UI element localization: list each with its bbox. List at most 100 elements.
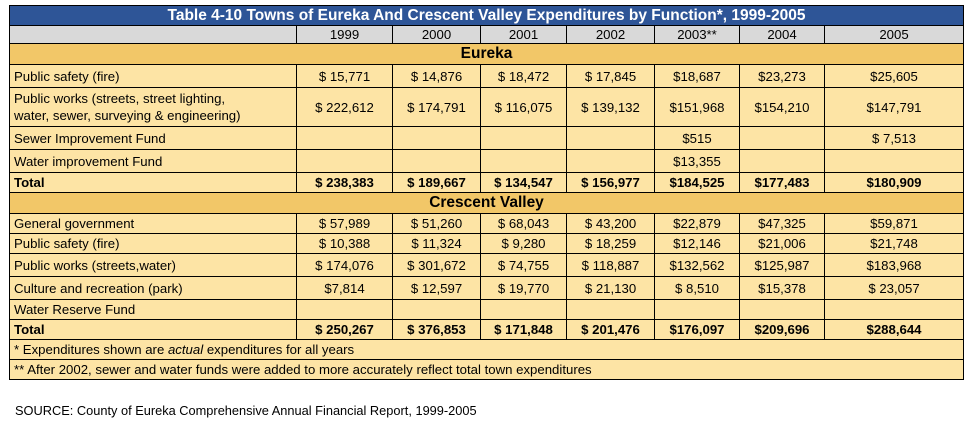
- table-cell: $132,562: [654, 253, 740, 277]
- row-label: Total: [9, 319, 297, 340]
- table-cell: $ 57,989: [296, 213, 393, 234]
- year-header: 2002: [566, 25, 655, 44]
- table-cell: $183,968: [823, 253, 965, 277]
- footnote-row: * Expenditures shown are actual expendit…: [8, 339, 965, 360]
- table-row: Water improvement Fund $13,355: [9, 149, 965, 173]
- table-cell: $ 376,853: [392, 319, 481, 340]
- table-cell: $ 23,057: [823, 276, 965, 300]
- table-cell: [392, 299, 481, 320]
- section-header-eureka: Eureka: [8, 43, 965, 65]
- table-cell: $25,605: [823, 64, 965, 88]
- footnote-row: ** After 2002, sewer and water funds wer…: [8, 359, 965, 380]
- table-row: Public works (streets,water) $ 174,076 $…: [9, 253, 965, 277]
- table-row: Public works (streets, street lighting, …: [9, 87, 965, 127]
- table-row: Sewer Improvement Fund $515 $ 7,513: [9, 126, 965, 150]
- table-cell: $184,525: [654, 172, 740, 193]
- table-cell: [392, 126, 481, 150]
- section-title: Crescent Valley: [8, 192, 965, 214]
- table-cell: [566, 149, 655, 173]
- table-cell: $12,146: [654, 233, 740, 254]
- footnote-1-prefix: * Expenditures shown are: [14, 342, 168, 357]
- table-cell: [480, 149, 567, 173]
- table-cell: $22,879: [654, 213, 740, 234]
- table-cell: $ 18,259: [566, 233, 655, 254]
- section-header-crescent-valley: Crescent Valley: [8, 192, 965, 214]
- row-label: Public works (streets,water): [9, 253, 297, 277]
- year-header: 2000: [392, 25, 481, 44]
- table-cell: $ 15,771: [296, 64, 393, 88]
- year-header: 2005: [823, 25, 965, 44]
- table-cell: $ 74,755: [480, 253, 567, 277]
- table-row-total: Total $ 238,383 $ 189,667 $ 134,547 $ 15…: [9, 172, 965, 193]
- row-label: General government: [9, 213, 297, 234]
- year-header-row: 1999 2000 2001 2002 2003** 2004 2005: [9, 25, 965, 44]
- footnote-1: * Expenditures shown are actual expendit…: [8, 339, 965, 360]
- table-row: General government $ 57,989 $ 51,260 $ 6…: [9, 213, 965, 234]
- table-cell: $154,210: [739, 87, 825, 127]
- table-cell: [823, 149, 965, 173]
- year-header: 2001: [480, 25, 567, 44]
- table-cell: $176,097: [654, 319, 740, 340]
- table-cell: $ 10,388: [296, 233, 393, 254]
- table-cell: $ 21,130: [566, 276, 655, 300]
- table-cell: $147,791: [823, 87, 965, 127]
- table-cell: [566, 126, 655, 150]
- year-header-blank: [9, 25, 297, 44]
- table-cell: $ 8,510: [654, 276, 740, 300]
- table-cell: [739, 299, 825, 320]
- table-cell: $ 7,513: [823, 126, 965, 150]
- section-title: Eureka: [8, 43, 965, 65]
- footnote-1-suffix: expenditures for all years: [203, 342, 355, 357]
- table-cell: $13,355: [654, 149, 740, 173]
- table-cell: [480, 126, 567, 150]
- table-cell: $ 118,887: [566, 253, 655, 277]
- table-cell: $21,748: [823, 233, 965, 254]
- row-label: Public safety (fire): [9, 233, 297, 254]
- table-cell: $18,687: [654, 64, 740, 88]
- table-cell: $15,378: [739, 276, 825, 300]
- source-note: SOURCE: County of Eureka Comprehensive A…: [15, 403, 477, 418]
- table-row: Public safety (fire) $ 10,388 $ 11,324 $…: [9, 233, 965, 254]
- table-cell: $7,814: [296, 276, 393, 300]
- row-label: Water improvement Fund: [9, 149, 297, 173]
- row-label: Culture and recreation (park): [9, 276, 297, 300]
- expenditures-table-container: Table 4-10 Towns of Eureka And Crescent …: [8, 5, 965, 380]
- footnote-2: ** After 2002, sewer and water funds wer…: [8, 359, 965, 380]
- table-cell: $209,696: [739, 319, 825, 340]
- row-label-line: Public works (streets, street lighting,: [14, 91, 226, 106]
- table-cell: [566, 299, 655, 320]
- table-cell: $ 250,267: [296, 319, 393, 340]
- table-cell: $ 222,612: [296, 87, 393, 127]
- table-cell: $ 201,476: [566, 319, 655, 340]
- table-cell: $ 301,672: [392, 253, 481, 277]
- table-cell: $177,483: [739, 172, 825, 193]
- table-cell: $288,644: [823, 319, 965, 340]
- table-cell: $ 17,845: [566, 64, 655, 88]
- row-label: Sewer Improvement Fund: [9, 126, 297, 150]
- expenditures-table: Table 4-10 Towns of Eureka And Crescent …: [8, 5, 965, 380]
- footnote-1-emphasis: actual: [167, 342, 204, 357]
- table-cell: $515: [654, 126, 740, 150]
- table-row-total: Total $ 250,267 $ 376,853 $ 171,848 $ 20…: [9, 319, 965, 340]
- table-cell: $ 189,667: [392, 172, 481, 193]
- row-label: Public works (streets, street lighting, …: [9, 87, 297, 127]
- table-cell: $ 18,472: [480, 64, 567, 88]
- table-cell: $ 238,383: [296, 172, 393, 193]
- row-label: Total: [9, 172, 297, 193]
- table-cell: $23,273: [739, 64, 825, 88]
- table-cell: $ 134,547: [480, 172, 567, 193]
- table-cell: $ 12,597: [392, 276, 481, 300]
- table-cell: [739, 126, 825, 150]
- table-cell: $ 19,770: [480, 276, 567, 300]
- table-cell: $ 174,791: [392, 87, 481, 127]
- table-title: Table 4-10 Towns of Eureka And Crescent …: [8, 5, 965, 26]
- table-cell: $ 43,200: [566, 213, 655, 234]
- row-label: Water Reserve Fund: [9, 299, 297, 320]
- table-cell: [296, 126, 393, 150]
- year-header: 2003**: [654, 25, 740, 44]
- table-cell: [739, 149, 825, 173]
- table-title-row: Table 4-10 Towns of Eureka And Crescent …: [8, 5, 965, 26]
- table-cell: $125,987: [739, 253, 825, 277]
- table-row: Water Reserve Fund: [9, 299, 965, 320]
- table-cell: $151,968: [654, 87, 740, 127]
